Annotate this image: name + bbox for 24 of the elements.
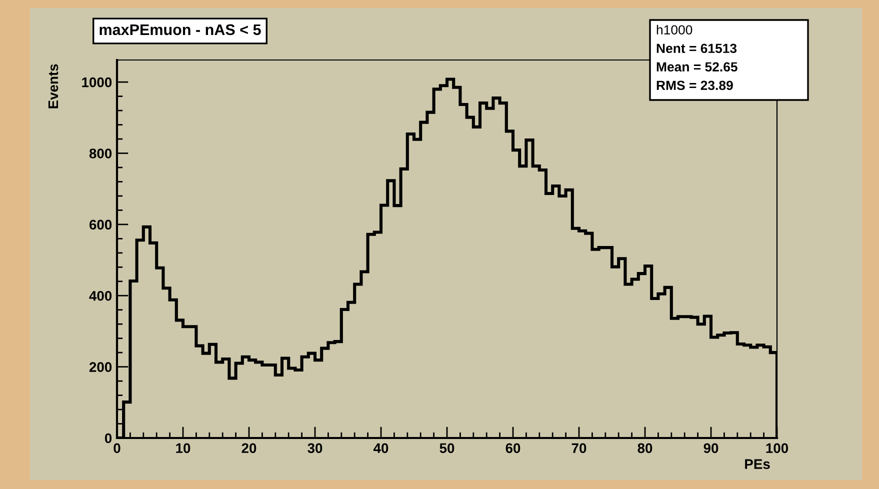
x-tick-label: 90 <box>704 443 718 454</box>
x-tick-label: 60 <box>506 443 520 454</box>
x-tick-label: 40 <box>373 443 388 454</box>
text: Nent = 61513 <box>656 44 737 54</box>
x-tick-label: 100 <box>766 443 788 454</box>
x-tick-label: 10 <box>176 443 190 454</box>
x-axis-title: PEs <box>745 459 770 469</box>
x-tick-label: 80 <box>638 443 652 454</box>
annotation: Mean = 52.65 <box>656 62 738 72</box>
y-tick-label: 0 <box>104 433 112 444</box>
x-tick-label: 30 <box>308 443 322 454</box>
y-tick-label: 200 <box>89 362 112 372</box>
x-tick-label: 50 <box>440 443 454 454</box>
x-tick-label: 0 <box>114 443 120 454</box>
text: h1000 <box>656 24 692 35</box>
x-tick-label: 20 <box>242 443 256 454</box>
annotation: RMS = 23.89 <box>656 80 733 90</box>
y-tick-label: 400 <box>89 290 112 301</box>
x-tick-label: 70 <box>572 443 586 454</box>
y-axis-title: Events <box>48 64 58 108</box>
chart-title: maxPEmuon - nAS < 5 <box>100 24 261 36</box>
y-tick-label: 600 <box>89 220 112 230</box>
y-tick-label: 800 <box>89 148 112 158</box>
y-tick-label: 1000 <box>82 77 112 88</box>
